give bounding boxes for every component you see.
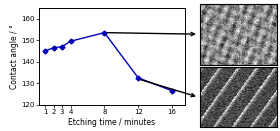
X-axis label: Etching time / minutes: Etching time / minutes [68, 118, 156, 127]
Y-axis label: Contact angle / °: Contact angle / ° [10, 24, 19, 89]
